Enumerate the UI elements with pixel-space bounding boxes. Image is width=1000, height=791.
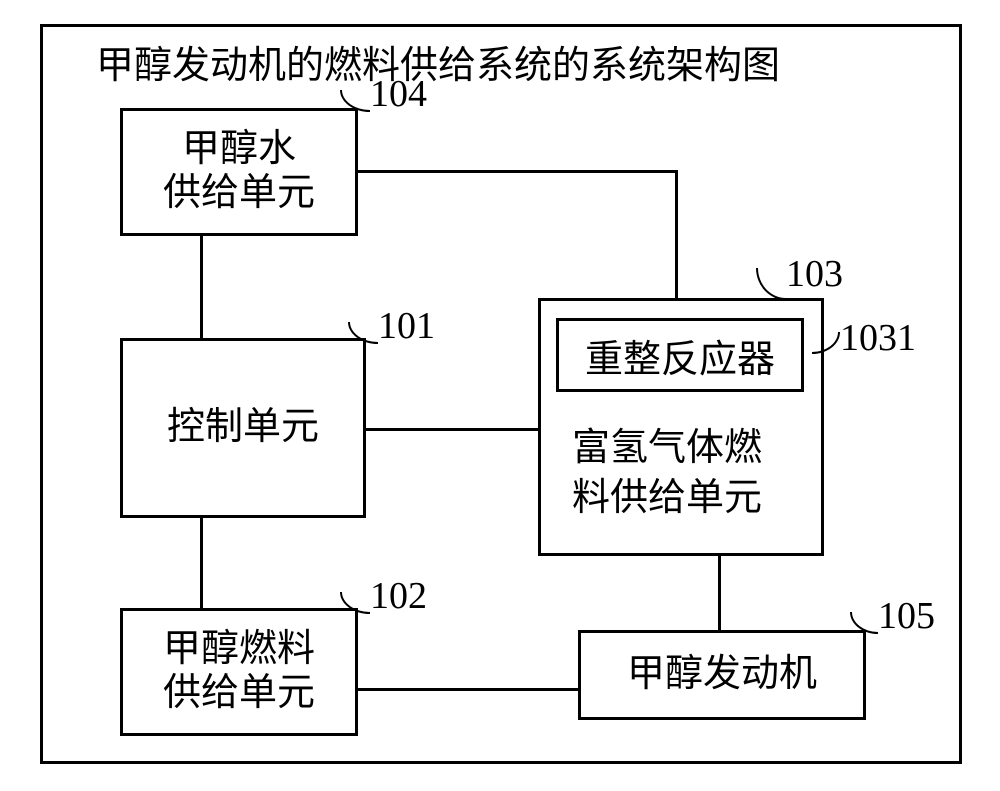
node-105-line1: 甲醇发动机 xyxy=(627,653,817,697)
node-102-line2: 供给单元 xyxy=(163,672,315,716)
node-103-line1: 富氢气体燃 xyxy=(572,416,762,471)
ref-1031: 1031 xyxy=(840,316,916,360)
edge-102-105 xyxy=(358,688,580,691)
ref-101: 101 xyxy=(378,304,435,348)
node-101-line1: 控制单元 xyxy=(167,406,319,450)
node-104-line1: 甲醇水 xyxy=(182,128,296,172)
diagram-canvas: 甲醇发动机的燃料供给系统的系统架构图 甲醇水 供给单元 控制单元 甲醇燃料 供给… xyxy=(0,0,1000,791)
edge-104-103-v xyxy=(675,170,678,300)
node-102-line1: 甲醇燃料 xyxy=(163,628,315,672)
ref-103: 103 xyxy=(786,252,843,296)
node-1031-label: 重整反应器 xyxy=(585,328,775,383)
node-103-line2: 料供给单元 xyxy=(572,466,762,521)
node-104-line2: 供给单元 xyxy=(163,172,315,216)
edge-103-105 xyxy=(718,556,721,632)
node-methanol-engine: 甲醇发动机 xyxy=(578,630,866,720)
edge-104-103-h xyxy=(358,170,678,173)
node-methanol-fuel-supply: 甲醇燃料 供给单元 xyxy=(120,608,358,736)
ref-105: 105 xyxy=(878,594,935,638)
edge-101-102 xyxy=(200,518,203,608)
edge-101-103 xyxy=(366,428,540,431)
node-control-unit: 控制单元 xyxy=(120,338,366,518)
ref-102: 102 xyxy=(370,574,427,618)
node-reformer-reactor: 重整反应器 xyxy=(556,318,804,392)
node-methanol-water-supply: 甲醇水 供给单元 xyxy=(120,108,358,236)
edge-104-101 xyxy=(200,236,203,338)
ref-104: 104 xyxy=(370,72,427,116)
diagram-title: 甲醇发动机的燃料供给系统的系统架构图 xyxy=(96,34,780,89)
